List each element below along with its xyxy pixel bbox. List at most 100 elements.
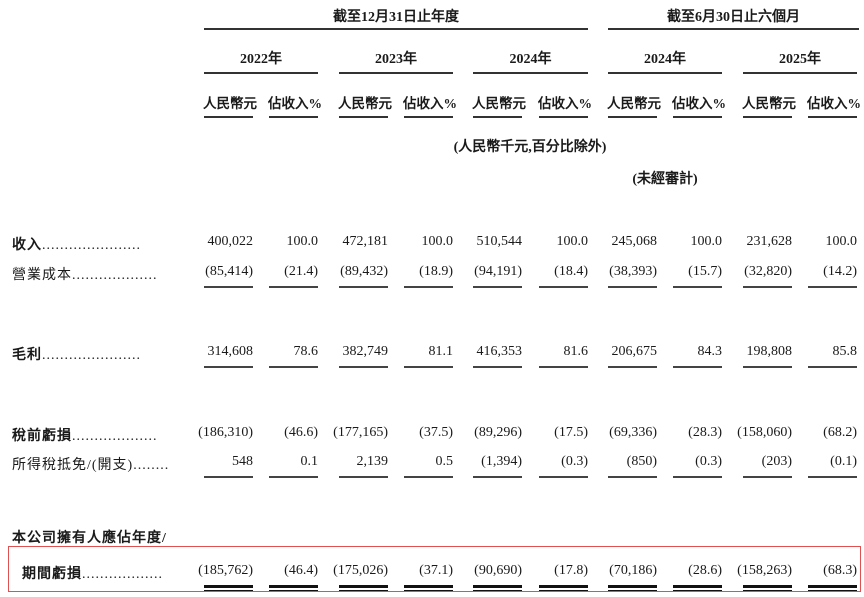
table-cell: (21.4): [284, 264, 318, 279]
table-cell: (38,393): [609, 264, 657, 279]
table-cell: (94,191): [474, 264, 522, 279]
cell-underline: [608, 366, 657, 368]
year-header: 2022年: [240, 52, 282, 67]
table-cell: 206,675: [611, 344, 658, 359]
cell-double-underline: [473, 585, 522, 591]
col-header-rmb: 人民幣元: [742, 96, 796, 111]
table-cell: 510,544: [476, 234, 523, 249]
cell-underline: [339, 476, 388, 478]
cell-underline: [673, 286, 722, 288]
cell-double-underline: [673, 585, 722, 591]
cell-underline: [673, 476, 722, 478]
table-cell: 472,181: [342, 234, 389, 249]
year-rule: [204, 72, 318, 74]
table-cell: (175,026): [333, 563, 388, 578]
table-cell: (177,165): [333, 425, 388, 440]
col-header-rmb: 人民幣元: [338, 96, 392, 111]
table-cell: (70,186): [609, 563, 657, 578]
table-cell: (0.3): [695, 454, 722, 469]
col-rule: [269, 116, 318, 118]
cell-underline: [808, 286, 857, 288]
table-cell: (0.3): [561, 454, 588, 469]
table-cell: (158,263): [737, 563, 792, 578]
cell-underline: [473, 286, 522, 288]
cell-double-underline: [339, 585, 388, 591]
table-cell: 100.0: [286, 234, 319, 249]
cell-underline: [204, 366, 253, 368]
cell-underline: [404, 366, 453, 368]
table-cell: (18.4): [554, 264, 588, 279]
table-cell: 198,808: [746, 344, 793, 359]
row-label: 本公司擁有人應佔年度/: [12, 527, 167, 547]
table-cell: (17.8): [554, 563, 588, 578]
row-label: 收入......................: [12, 234, 141, 254]
col-rule: [204, 116, 253, 118]
cell-underline: [539, 476, 588, 478]
table-cell: (37.5): [419, 425, 453, 440]
cell-underline: [539, 366, 588, 368]
table-cell: (14.2): [823, 264, 857, 279]
unaudited-note: (未經審計): [632, 172, 698, 187]
cell-underline: [608, 476, 657, 478]
col-rule: [539, 116, 588, 118]
cell-double-underline: [404, 585, 453, 591]
cell-underline: [269, 366, 318, 368]
table-cell: 100.0: [825, 234, 858, 249]
cell-underline: [539, 286, 588, 288]
table-cell: 84.3: [697, 344, 723, 359]
cell-underline: [404, 286, 453, 288]
table-cell: (32,820): [744, 264, 792, 279]
row-label-text: 營業成本: [12, 268, 72, 283]
leader-dots: ......................: [42, 238, 141, 253]
table-cell: (46.4): [284, 563, 318, 578]
cell-underline: [404, 476, 453, 478]
col-rule: [673, 116, 722, 118]
cell-underline: [808, 366, 857, 368]
cell-double-underline: [539, 585, 588, 591]
table-cell: 100.0: [556, 234, 589, 249]
row-label-text: 期間虧損: [22, 567, 82, 582]
table-cell: 78.6: [293, 344, 319, 359]
table-cell: 100.0: [690, 234, 723, 249]
cell-underline: [269, 476, 318, 478]
cell-underline: [608, 286, 657, 288]
header-rule: [204, 28, 588, 30]
table-cell: (68.2): [823, 425, 857, 440]
col-rule: [743, 116, 792, 118]
col-header-pct: 佔收入%: [268, 96, 322, 111]
table-cell: (69,336): [609, 425, 657, 440]
table-cell: 416,353: [476, 344, 523, 359]
row-label-text: 所得稅抵免/(開支): [12, 458, 134, 473]
header-rule: [608, 28, 859, 30]
table-cell: 85.8: [832, 344, 858, 359]
table-cell: 231,628: [746, 234, 793, 249]
cell-underline: [269, 286, 318, 288]
row-label: 所得稅抵免/(開支)........: [12, 454, 169, 474]
table-cell: (89,432): [340, 264, 388, 279]
cell-underline: [743, 286, 792, 288]
table-cell: (186,310): [198, 425, 253, 440]
table-cell: 0.1: [300, 454, 319, 469]
table-cell: (17.5): [554, 425, 588, 440]
cell-underline: [743, 476, 792, 478]
leader-dots: ...................: [72, 429, 158, 444]
col-header-rmb: 人民幣元: [607, 96, 661, 111]
table-cell: 548: [232, 454, 253, 469]
year-rule: [743, 72, 857, 74]
cell-underline: [339, 366, 388, 368]
col-header-rmb: 人民幣元: [472, 96, 526, 111]
col-rule: [608, 116, 657, 118]
cell-underline: [339, 286, 388, 288]
table-cell: 100.0: [421, 234, 454, 249]
year-header: 2025年: [779, 52, 821, 67]
year-rule: [608, 72, 722, 74]
table-cell: (1,394): [481, 454, 522, 469]
table-cell: (28.3): [688, 425, 722, 440]
cell-underline: [808, 476, 857, 478]
table-cell: (37.1): [419, 563, 453, 578]
table-cell: (203): [761, 454, 792, 469]
table-cell: (89,296): [474, 425, 522, 440]
cell-underline: [204, 286, 253, 288]
col-rule: [339, 116, 388, 118]
row-label: 營業成本...................: [12, 264, 158, 284]
